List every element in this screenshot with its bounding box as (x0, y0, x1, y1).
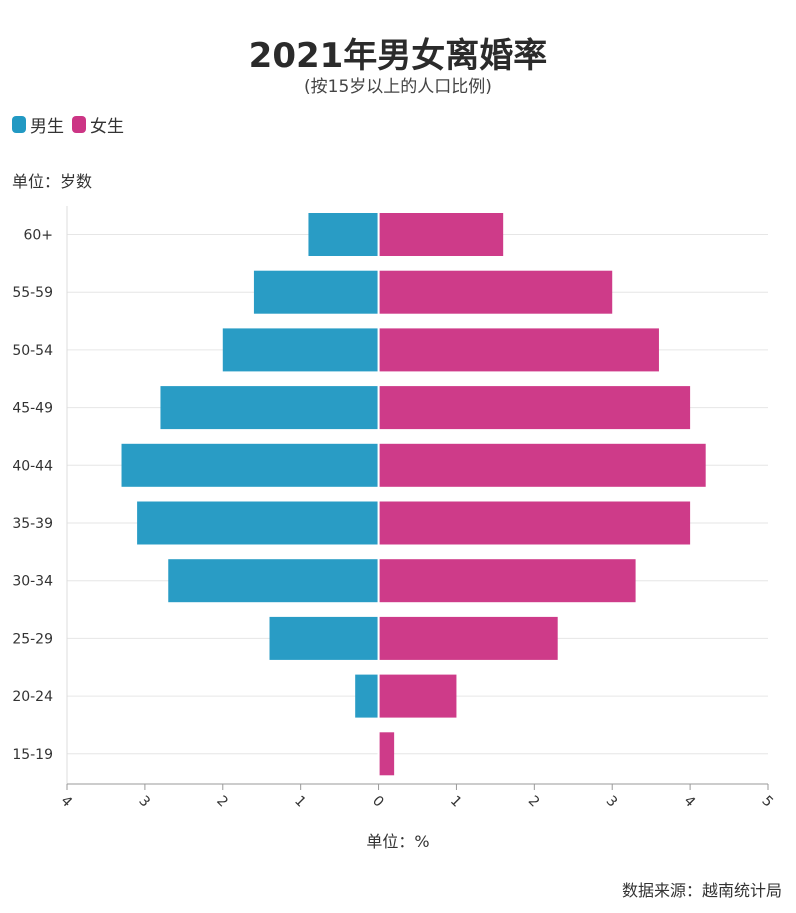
bar-female-20-24 (379, 674, 457, 718)
bar-male-30-34 (168, 559, 379, 603)
y-tick-label: 50-54 (12, 343, 53, 359)
x-tick-label: 3 (135, 793, 153, 811)
x-tick-label: 1 (291, 793, 309, 811)
bar-male-20-24 (355, 674, 379, 718)
legend-item-female[interactable]: 女生 (72, 112, 124, 137)
bar-male-60+ (308, 213, 379, 256)
bar-female-55-59 (379, 270, 613, 314)
bar-female-30-34 (379, 559, 636, 603)
chart-subtitle: (按15岁以上的人口比例) (304, 77, 492, 97)
bar-female-50-54 (379, 328, 659, 372)
y-tick-label: 20-24 (12, 689, 53, 705)
x-tick-label: 3 (603, 793, 621, 811)
bar-female-45-49 (379, 386, 691, 430)
bar-male-45-49 (160, 386, 379, 430)
x-tick-label: 2 (213, 793, 231, 811)
y-tick-label: 30-34 (12, 574, 53, 590)
legend: 男生 女生 (12, 112, 132, 137)
x-tick-label: 4 (57, 793, 75, 811)
x-axis-unit: 单位：% (366, 832, 430, 851)
legend-label-female: 女生 (90, 117, 124, 137)
y-tick-label: 15-19 (12, 747, 53, 763)
y-tick-label: 35-39 (12, 516, 53, 532)
data-source: 数据来源：越南统计局 (621, 881, 782, 900)
bar-female-35-39 (379, 501, 691, 545)
x-tick-label: 2 (525, 793, 543, 811)
legend-label-male: 男生 (30, 117, 64, 137)
bar-female-60+ (379, 213, 504, 256)
legend-swatch-female (72, 116, 86, 133)
bar-female-25-29 (379, 616, 558, 660)
y-tick-label: 40-44 (12, 458, 53, 474)
bar-female-40-44 (379, 443, 706, 487)
x-tick-label: 0 (369, 793, 387, 811)
bar-male-55-59 (253, 270, 379, 314)
y-axis-unit: 单位：岁数 (12, 172, 93, 191)
y-tick-label: 60+ (23, 228, 53, 244)
bar-male-40-44 (121, 443, 379, 487)
bar-male-25-29 (269, 616, 379, 660)
chart-title: 2021年男女离婚率 (248, 36, 548, 76)
legend-swatch-male (12, 116, 26, 133)
y-tick-label: 45-49 (12, 401, 53, 417)
y-tick-label: 25-29 (12, 631, 53, 647)
x-tick-label: 5 (758, 793, 776, 811)
bar-male-35-39 (137, 501, 379, 545)
bar-female-15-19 (379, 732, 395, 776)
legend-item-male[interactable]: 男生 (12, 112, 64, 137)
bar-male-50-54 (222, 328, 379, 372)
x-tick-label: 4 (681, 793, 699, 811)
x-tick-label: 1 (447, 793, 465, 811)
y-tick-label: 55-59 (12, 285, 53, 301)
